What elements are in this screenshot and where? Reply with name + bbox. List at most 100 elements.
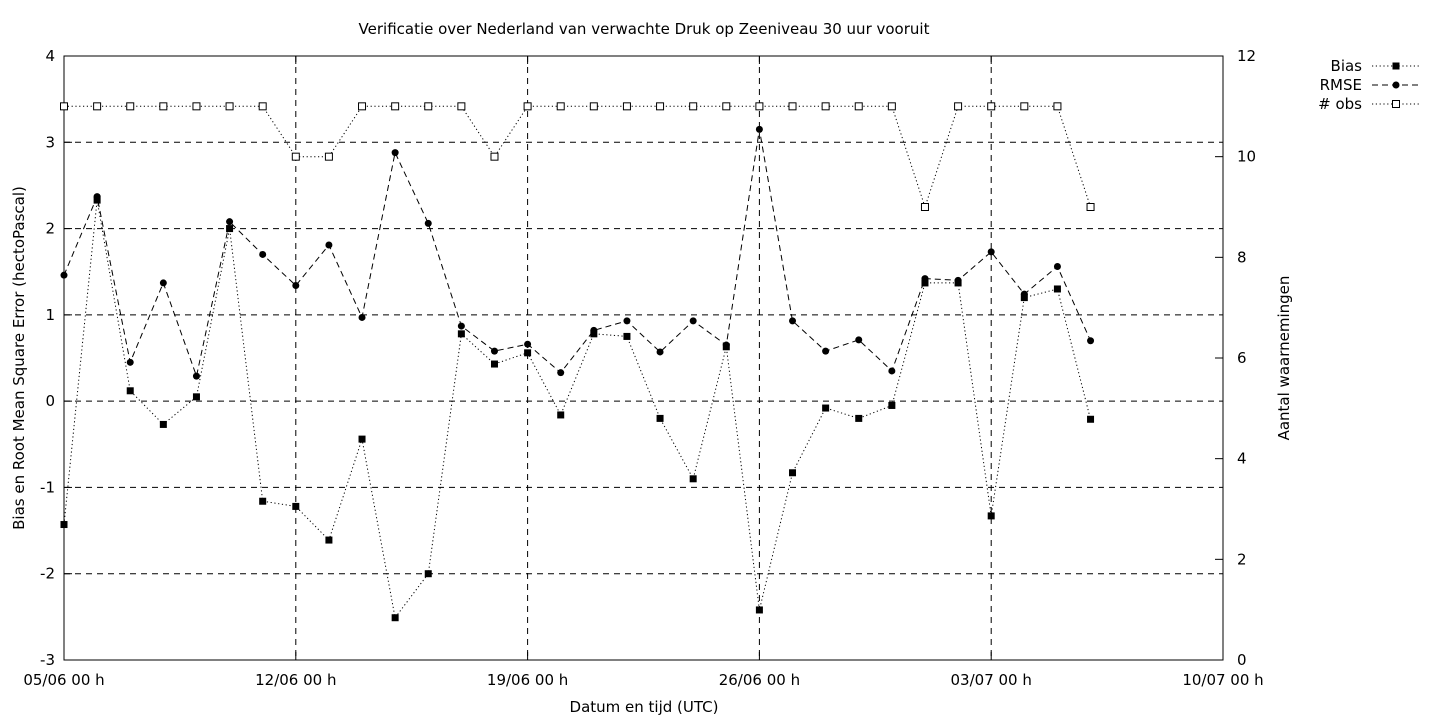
series-obs [60, 102, 1095, 211]
data-point-obs [821, 102, 830, 111]
data-point-rmse [954, 276, 962, 284]
data-point-bias [259, 497, 267, 505]
data-point-obs [556, 102, 565, 111]
chart-title: Verificatie over Nederland van verwachte… [359, 20, 930, 38]
data-point-bias [60, 521, 68, 529]
y-tick-label: 0 [45, 392, 55, 410]
data-point-rmse [789, 317, 797, 325]
data-point-bias [424, 570, 432, 578]
y2-tick-label: 10 [1237, 148, 1256, 166]
data-point-rmse [292, 282, 300, 290]
data-point-bias [524, 349, 532, 357]
data-point-bias [159, 420, 167, 428]
y2-axis-label: Aantal waarnemingen [1275, 276, 1293, 441]
data-point-obs [788, 102, 797, 111]
y2-tick-label: 2 [1237, 550, 1247, 568]
data-point-bias [822, 404, 830, 412]
y-tick-label: 1 [45, 306, 55, 324]
data-point-bias [292, 502, 300, 510]
data-point-obs [887, 102, 896, 111]
series-line-obs [64, 105, 1091, 209]
x-tick-label: 10/07 00 h [1182, 671, 1263, 689]
y2-tick-label: 12 [1237, 47, 1256, 65]
data-point-bias [126, 387, 134, 395]
series-line-bias [63, 200, 1091, 619]
y-tick-label: -2 [40, 565, 55, 583]
legend-marker-rmse [1392, 81, 1400, 89]
data-point-obs [755, 102, 764, 111]
legend-label-bias: Bias [1331, 57, 1363, 75]
x-tick-label: 26/06 00 h [719, 671, 800, 689]
data-point-bias [689, 475, 697, 483]
data-point-obs [291, 152, 300, 161]
x-tick-label: 12/06 00 h [255, 671, 336, 689]
data-point-rmse [1053, 263, 1061, 271]
data-point-rmse [126, 358, 134, 366]
data-point-rmse [623, 317, 631, 325]
series-layer [60, 102, 1095, 622]
data-point-rmse [259, 250, 267, 258]
data-point-rmse [1087, 337, 1095, 345]
data-point-obs [1020, 102, 1029, 111]
data-point-obs [987, 102, 996, 111]
data-point-obs [689, 102, 698, 111]
x-tick-label: 19/06 00 h [487, 671, 568, 689]
plot-frame [63, 55, 1224, 661]
data-point-bias [457, 330, 465, 338]
data-point-obs [93, 102, 102, 111]
series-line-rmse [63, 129, 1091, 378]
data-point-obs [391, 102, 400, 111]
y-tick-label: 4 [45, 47, 55, 65]
data-point-rmse [888, 367, 896, 375]
data-point-rmse [424, 219, 432, 227]
data-point-bias [656, 414, 664, 422]
data-point-bias [855, 414, 863, 422]
data-point-obs [126, 102, 135, 111]
legend-marker-bias [1392, 62, 1400, 70]
data-point-rmse [855, 336, 863, 344]
data-point-obs [854, 102, 863, 111]
data-point-rmse [192, 372, 200, 380]
data-point-obs [1086, 203, 1095, 211]
data-point-rmse [325, 241, 333, 249]
legend-label-obs: # obs [1318, 95, 1362, 113]
data-point-obs [159, 102, 168, 111]
data-point-rmse [921, 275, 929, 283]
y-tick-label: 3 [45, 133, 55, 151]
data-point-rmse [590, 326, 598, 334]
data-point-obs [722, 102, 731, 111]
data-point-obs [258, 102, 267, 111]
data-point-bias [192, 393, 200, 401]
data-point-obs [192, 102, 201, 111]
data-point-obs [656, 102, 665, 111]
data-point-rmse [524, 340, 532, 348]
data-point-rmse [656, 348, 664, 356]
data-point-bias [557, 411, 565, 419]
data-point-rmse [755, 125, 763, 133]
y-tick-label: -1 [40, 478, 55, 496]
data-point-obs [920, 203, 929, 211]
data-point-obs [1053, 102, 1062, 111]
data-point-bias [358, 435, 366, 443]
y-tick-label: -3 [40, 651, 55, 669]
data-point-obs [457, 102, 466, 111]
data-point-bias [888, 401, 896, 409]
data-point-obs [424, 102, 433, 111]
y-axis-label: Bias en Root Mean Square Error (hectoPas… [10, 186, 28, 530]
series-bias [60, 196, 1095, 622]
data-point-rmse [490, 347, 498, 355]
data-point-obs [523, 102, 532, 111]
data-point-rmse [822, 347, 830, 355]
x-axis-label: Datum en tijd (UTC) [570, 698, 719, 716]
data-point-bias [987, 512, 995, 520]
y2-tick-label: 8 [1237, 248, 1247, 266]
data-point-obs [225, 102, 234, 111]
data-point-bias [391, 614, 399, 622]
legend-label-rmse: RMSE [1320, 76, 1362, 94]
x-tick-label: 05/06 00 h [23, 671, 104, 689]
data-point-rmse [93, 193, 101, 201]
data-point-rmse [358, 313, 366, 321]
y2-tick-label: 0 [1237, 651, 1247, 669]
